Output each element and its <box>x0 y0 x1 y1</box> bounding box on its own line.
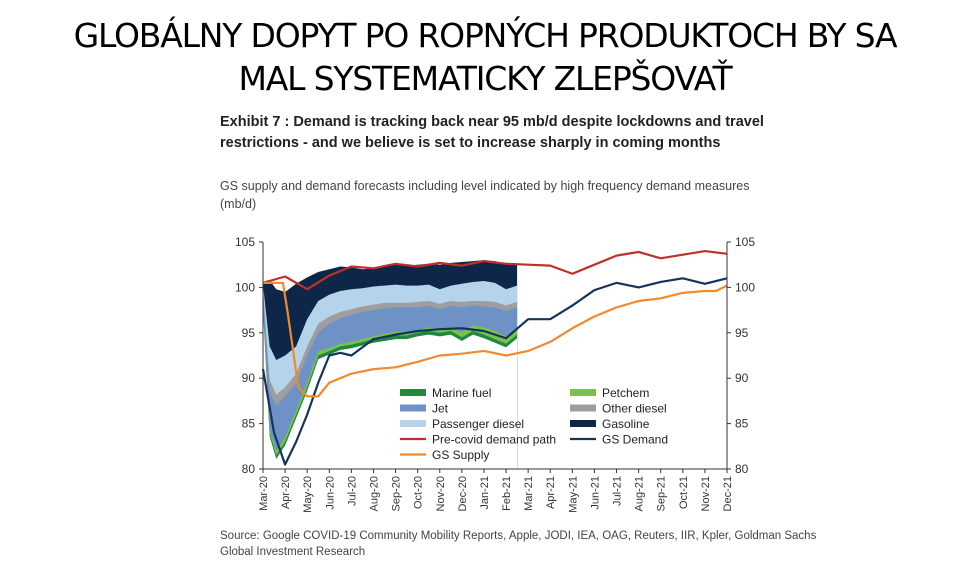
x-tick-label: Jul-20 <box>346 476 358 506</box>
y-tick-label-right: 95 <box>735 326 749 340</box>
line-gs-demand <box>261 277 728 466</box>
chart-title: Exhibit 7 : Demand is tracking back near… <box>220 114 764 151</box>
series-lines <box>261 249 728 466</box>
x-tick-label: Apr-20 <box>280 476 292 509</box>
x-tick-label: Feb-21 <box>501 476 513 511</box>
x-tick-label: Dec-21 <box>722 476 734 511</box>
legend-label-marine-fuel: Marine fuel <box>432 386 491 400</box>
x-tick-label: Nov-20 <box>435 476 447 511</box>
legend-label-jet: Jet <box>432 402 449 416</box>
x-tick-label: Oct-21 <box>678 476 690 509</box>
y-tick-label-left: 105 <box>235 235 255 249</box>
x-tick-label: Nov-21 <box>700 476 712 511</box>
slide-title-line-2: MAL SYSTEMATICKY ZLEPŠOVAŤ <box>238 59 732 98</box>
area-baseline-mask <box>263 309 518 469</box>
legend-label-gasoline: Gasoline <box>602 417 650 431</box>
slide-title: GLOBÁLNY DOPYT PO ROPNÝCH PRODUKTOCH BY … <box>0 14 970 100</box>
y-tick-label-right: 105 <box>735 235 755 249</box>
axes: 80 80 85 85 90 90 95 95 100 100 105 105 Mar-20 Apr-20… <box>235 235 755 513</box>
stacked-areas <box>263 260 518 469</box>
legend-label-pre-covid-demand-path: Pre-covid demand path <box>432 433 556 447</box>
y-tick-label-left: 80 <box>242 462 256 476</box>
x-tick-label: Aug-20 <box>368 476 380 511</box>
x-tick-label: Mar-20 <box>258 476 270 511</box>
x-tick-label: Dec-20 <box>457 476 469 511</box>
x-tick-label: Jun-21 <box>589 476 601 510</box>
slide-title-line-1: GLOBÁLNY DOPYT PO ROPNÝCH PRODUKTOCH BY … <box>73 16 898 55</box>
legend-swatch-petchem <box>570 389 596 396</box>
y-tick-label-left: 85 <box>242 417 256 431</box>
legend-label-gs-demand: GS Demand <box>602 433 668 447</box>
x-tick-label: Oct-20 <box>413 476 425 509</box>
legend-label-passenger-diesel: Passenger diesel <box>432 417 524 431</box>
line-gs-supply <box>263 281 728 398</box>
legend-swatch-gasoline <box>570 420 596 427</box>
x-tick-label: Mar-21 <box>523 476 535 511</box>
chart: 80 80 85 85 90 90 95 95 100 100 105 105 Mar-20 Apr-20… <box>235 235 755 513</box>
y-tick-label-right: 100 <box>735 280 755 294</box>
y-tick-label-right: 85 <box>735 417 749 431</box>
legend-label-other-diesel: Other diesel <box>602 402 667 416</box>
y-tick-label-left: 95 <box>242 326 256 340</box>
chart-subtitle: GS supply and demand forecasts including… <box>220 179 750 211</box>
chart-source: Source: Google COVID-19 Community Mobili… <box>220 530 817 558</box>
x-tick-label: Jul-21 <box>612 476 624 506</box>
legend-swatch-marine-fuel <box>400 389 426 396</box>
legend-label-gs-supply: GS Supply <box>432 448 489 462</box>
x-tick-label: Jun-20 <box>324 476 336 510</box>
x-tick-label: May-20 <box>302 476 314 513</box>
y-tick-label-right: 90 <box>735 371 749 385</box>
x-tick-label: Sep-21 <box>656 476 668 511</box>
x-tick-label: May-21 <box>567 476 579 513</box>
legend-label-petchem: Petchem <box>602 386 649 400</box>
legend: Marine fuel Petchem Jet Other diesel Passeng… <box>400 386 668 462</box>
y-tick-label-left: 90 <box>242 371 256 385</box>
legend-swatch-passenger-diesel <box>400 420 426 427</box>
x-tick-label: Jan-21 <box>479 476 491 510</box>
y-tick-label-left: 100 <box>235 280 255 294</box>
legend-swatch-other-diesel <box>570 404 596 412</box>
legend-swatch-jet <box>400 404 426 412</box>
x-tick-label: Aug-21 <box>634 476 646 511</box>
line-pre-covid-demand-path <box>262 249 728 291</box>
y-tick-label-right: 80 <box>735 462 749 476</box>
x-tick-label: Sep-20 <box>391 476 403 511</box>
x-tick-label: Apr-21 <box>545 476 557 509</box>
